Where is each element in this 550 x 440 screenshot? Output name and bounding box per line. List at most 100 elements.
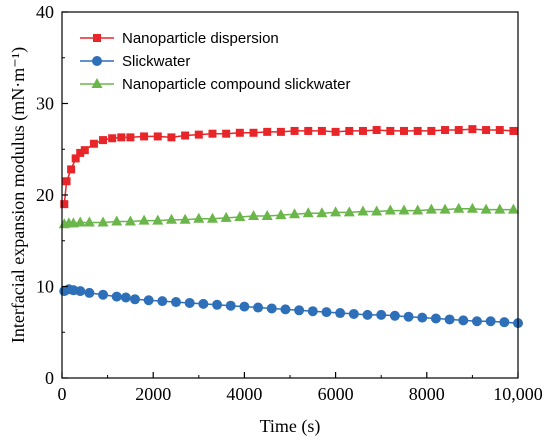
data-point <box>138 214 150 225</box>
data-point <box>398 204 410 215</box>
x-tick-label: 6000 <box>318 384 354 404</box>
data-point <box>126 133 135 142</box>
data-point <box>495 126 504 135</box>
data-point <box>276 127 285 136</box>
data-point <box>111 291 122 302</box>
data-point <box>466 202 478 213</box>
data-point <box>444 314 455 325</box>
data-point <box>239 301 250 312</box>
data-point <box>165 213 177 224</box>
y-tick-label: 30 <box>36 94 54 114</box>
data-point <box>335 308 346 319</box>
data-point <box>331 127 340 136</box>
data-point <box>152 214 164 225</box>
data-point <box>441 126 450 135</box>
data-point <box>389 310 400 321</box>
legend-item: Nanoparticle compound slickwater <box>80 76 350 93</box>
data-point <box>362 309 373 320</box>
data-point <box>266 303 277 314</box>
data-point <box>76 148 85 157</box>
data-point <box>280 304 291 315</box>
data-point <box>499 317 510 328</box>
data-point <box>249 128 258 137</box>
data-point <box>302 207 314 218</box>
data-point <box>124 215 136 226</box>
data-point <box>372 126 381 135</box>
data-point <box>235 128 244 137</box>
data-point <box>194 130 203 139</box>
data-point <box>357 205 369 216</box>
data-point <box>371 205 383 216</box>
legend-label: Nanoparticle dispersion <box>122 30 279 47</box>
data-point <box>222 129 231 138</box>
data-point <box>425 203 437 214</box>
data-point <box>117 133 126 142</box>
data-point <box>290 126 299 135</box>
data-point <box>89 139 98 148</box>
y-axis-title: Interfacial expansion modulus (mN·m⁻¹) <box>8 47 29 343</box>
x-tick-label: 0 <box>58 384 67 404</box>
data-point <box>330 206 342 217</box>
data-point <box>220 211 232 222</box>
data-point <box>384 204 396 215</box>
data-point <box>198 298 209 309</box>
x-tick-label: 4000 <box>226 384 262 404</box>
x-axis-title: Time (s) <box>260 416 321 437</box>
data-point <box>153 132 162 141</box>
data-point <box>181 131 190 140</box>
data-point <box>263 127 272 136</box>
x-tick-label: 8000 <box>409 384 445 404</box>
data-point <box>193 212 205 223</box>
data-point <box>304 126 313 135</box>
legend-marker <box>92 56 102 66</box>
data-point <box>253 302 264 313</box>
data-point <box>471 316 482 327</box>
y-tick-label: 10 <box>36 277 54 297</box>
data-point <box>261 210 273 221</box>
data-point <box>376 309 387 320</box>
data-point <box>413 126 422 135</box>
data-point <box>129 294 140 305</box>
data-point <box>120 292 131 303</box>
data-point <box>494 203 506 214</box>
data-point <box>84 287 95 298</box>
data-point <box>179 213 191 224</box>
data-point <box>317 126 326 135</box>
legend-item: Nanoparticle dispersion <box>80 30 279 47</box>
legend-item: Slickwater <box>80 53 190 70</box>
data-point <box>386 126 395 135</box>
data-point <box>348 308 359 319</box>
data-point <box>67 165 76 174</box>
data-point <box>74 216 86 227</box>
data-point <box>140 132 149 141</box>
data-point <box>480 203 492 214</box>
series-circle <box>59 284 523 329</box>
y-tick-label: 40 <box>36 2 54 22</box>
data-point <box>316 207 328 218</box>
data-point <box>345 126 354 135</box>
legend-marker <box>93 34 101 42</box>
data-point <box>184 297 195 308</box>
data-point <box>289 208 301 219</box>
data-point <box>167 133 176 142</box>
data-point <box>507 203 519 214</box>
data-point <box>427 126 436 135</box>
data-point <box>157 296 168 307</box>
legend-label: Slickwater <box>122 53 190 70</box>
data-point <box>453 202 465 213</box>
data-point <box>97 216 109 227</box>
data-point <box>403 311 414 322</box>
data-point <box>294 305 305 316</box>
data-point <box>458 315 469 326</box>
data-point <box>307 306 318 317</box>
data-point <box>71 154 80 163</box>
data-point <box>99 136 108 145</box>
series-square <box>60 125 518 209</box>
data-point <box>108 134 117 143</box>
legend-marker <box>91 78 103 88</box>
data-point <box>171 297 181 308</box>
data-point <box>343 206 355 217</box>
data-point <box>400 126 408 135</box>
data-point <box>275 209 287 220</box>
